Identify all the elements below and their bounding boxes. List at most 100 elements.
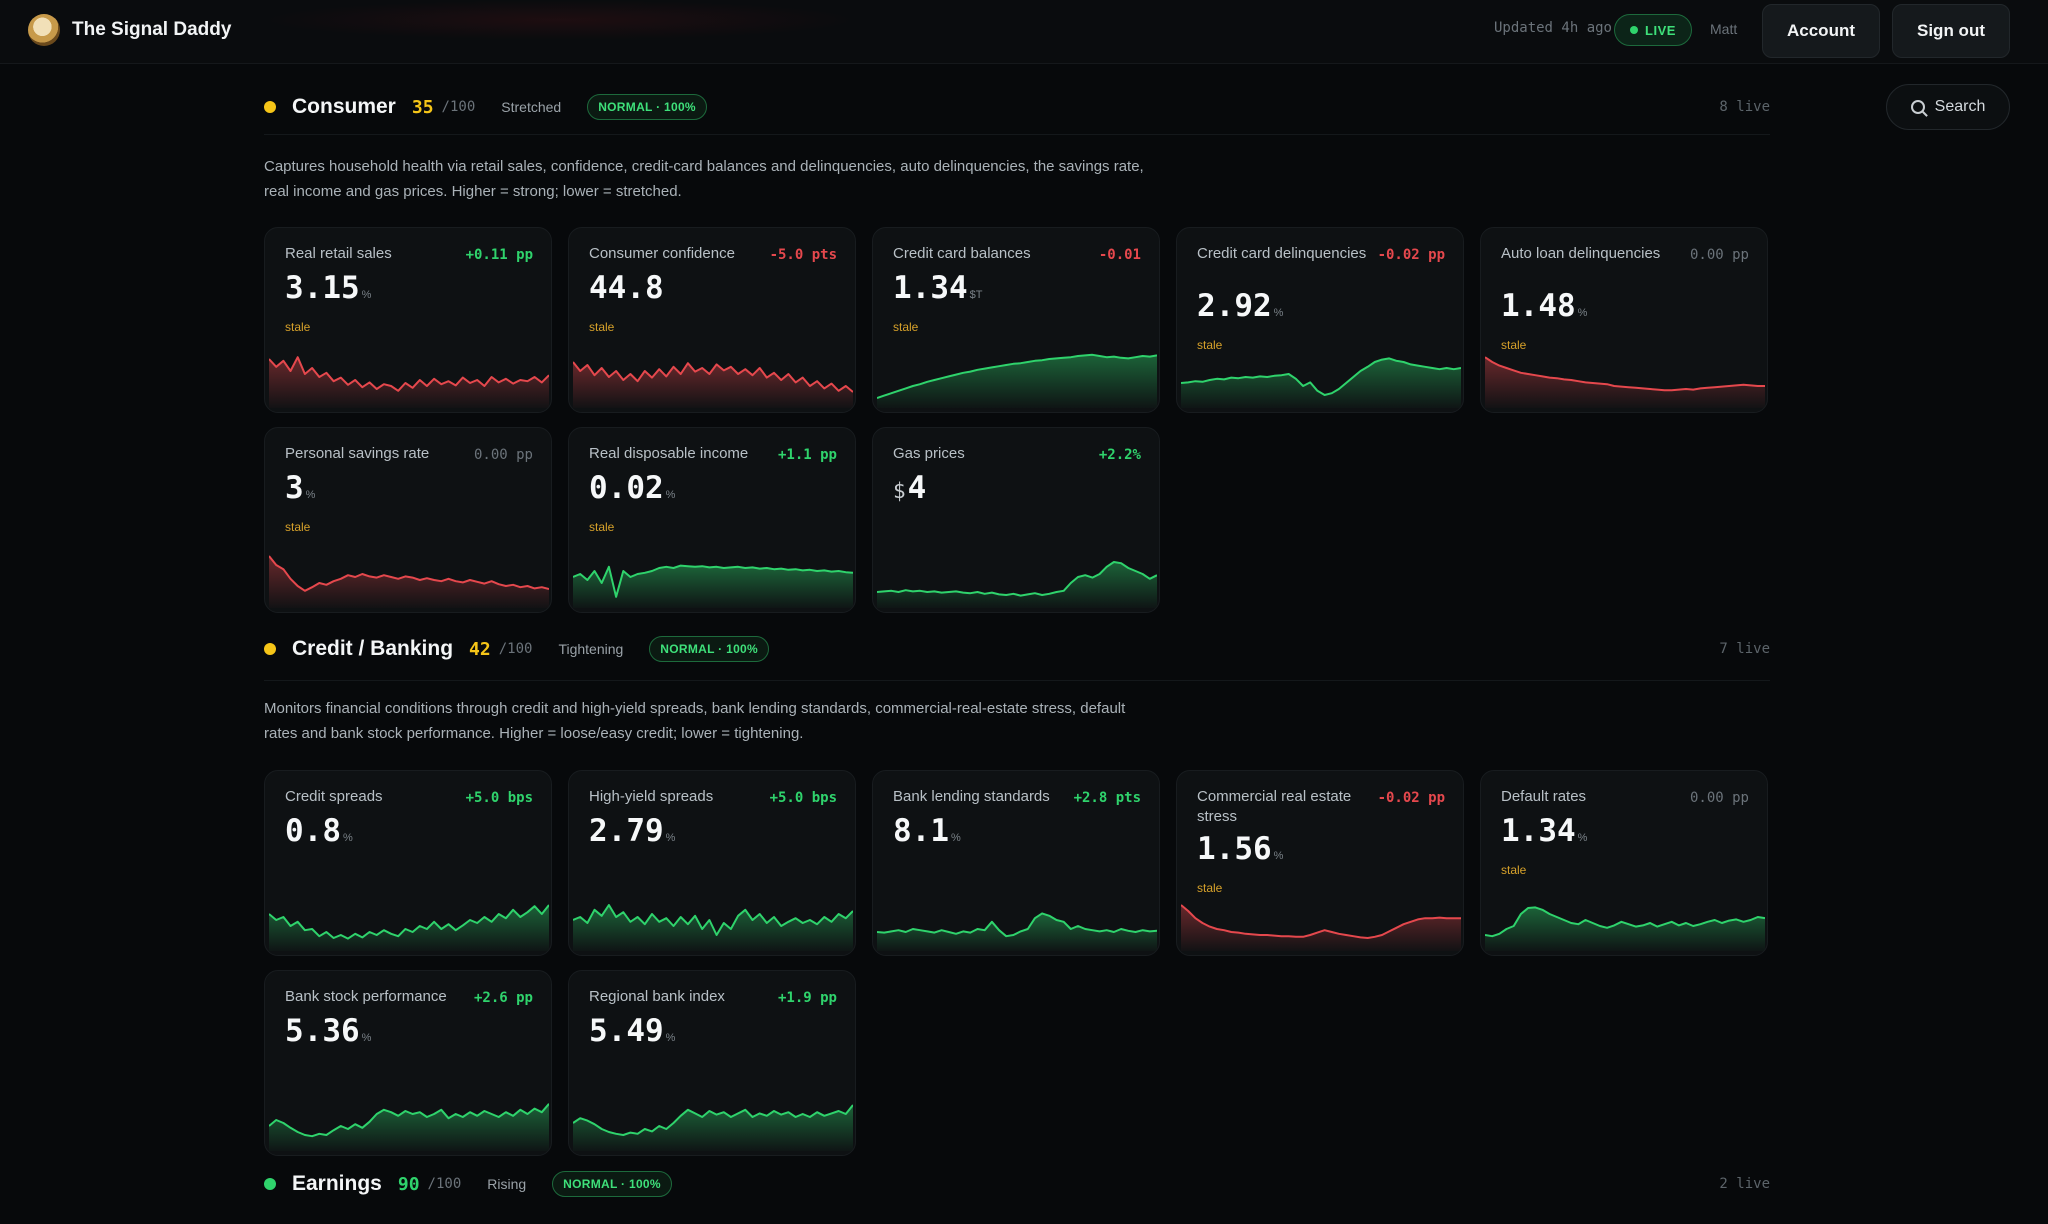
sparkline-area <box>269 1103 549 1151</box>
card-value: 5.49 <box>589 1013 664 1049</box>
sparkline-area <box>877 913 1157 951</box>
card-value-row: 8.1% <box>893 813 961 849</box>
card-value-row: 3.15% <box>285 270 371 306</box>
sparkline-chart <box>269 904 549 951</box>
stale-label: stale <box>893 320 919 334</box>
card-delta: +5.0 bps <box>465 790 533 806</box>
card-title: Bank stock performance <box>285 988 447 1005</box>
status-dot-icon <box>264 643 276 655</box>
brand-name: The Signal Daddy <box>72 19 232 40</box>
sparkline-chart <box>1181 904 1461 951</box>
header-glow <box>260 0 860 40</box>
section-divider <box>264 134 1770 135</box>
card-value-row: 3% <box>285 470 315 506</box>
card-value-row: 1.34% <box>1501 813 1587 849</box>
card-value-row: 44.8 <box>589 270 664 306</box>
stale-label: stale <box>1501 338 1527 352</box>
sparkline-chart <box>877 561 1157 608</box>
sparkline-line <box>269 555 549 592</box>
sparkline-area <box>269 556 549 608</box>
status-badge: NORMAL · 100% <box>587 94 707 120</box>
search-icon <box>1910 100 1925 114</box>
indicator-card[interactable]: Credit card balances -0.01 1.34 $T stale <box>872 227 1160 413</box>
indicator-card[interactable]: Consumer confidence -5.0 pts 44.8 stale <box>568 227 856 413</box>
sparkline-line <box>1485 356 1765 392</box>
sparkline-chart <box>1485 906 1765 951</box>
brand[interactable]: The Signal Daddy <box>28 12 231 48</box>
card-value-row: $4 <box>893 470 926 506</box>
stale-label: stale <box>1197 338 1223 352</box>
account-button[interactable]: Account <box>1762 4 1880 58</box>
sparkline-chart <box>1181 357 1461 408</box>
card-delta: +5.0 bps <box>769 790 837 806</box>
section-live-count: 2 live <box>1719 1176 1770 1192</box>
indicator-card[interactable]: Commercial real estate stress -0.02 pp 1.5… <box>1176 770 1464 956</box>
indicator-card[interactable]: Bank stock performance +2.6 pp 5.36% <box>264 970 552 1156</box>
sparkline-area <box>877 562 1157 608</box>
card-value: 0.02 <box>589 470 664 506</box>
card-title: Gas prices <box>893 445 965 462</box>
card-unit: % <box>665 832 676 844</box>
sparkline-area <box>269 357 549 408</box>
status-badge: NORMAL · 100% <box>552 1171 672 1197</box>
card-delta: -5.0 pts <box>769 247 837 263</box>
sparkline-area <box>573 362 853 408</box>
search-button[interactable]: Search <box>1886 84 2010 130</box>
card-delta: 0.00 pp <box>1689 790 1749 806</box>
card-value: 1.48 <box>1501 288 1576 324</box>
sparkline-line <box>877 353 1157 399</box>
status-badge: NORMAL · 100% <box>649 636 769 662</box>
sparkline-line <box>573 564 853 598</box>
card-value: 5.36 <box>285 1013 360 1049</box>
card-value: 3.15 <box>285 270 360 306</box>
section-title: Consumer <box>292 95 396 118</box>
card-unit: % <box>343 832 353 844</box>
card-value: 2.79 <box>589 813 664 849</box>
user-name: Matt <box>1710 21 1738 37</box>
card-value: 8.1 <box>893 813 949 849</box>
sparkline-area <box>573 1105 853 1151</box>
top-bar: The Signal Daddy Updated 4h ago LIVE Mat… <box>0 0 2048 64</box>
card-value-prefix: $ <box>893 479 906 503</box>
stale-label: stale <box>285 320 311 334</box>
card-delta: -0.02 pp <box>1377 247 1445 263</box>
card-title: Consumer confidence <box>589 245 735 262</box>
section-header-consumer: Consumer 35 /100 Stretched NORMAL · 100%… <box>264 87 1770 127</box>
card-title: Credit spreads <box>285 788 383 805</box>
indicator-card[interactable]: High-yield spreads +5.0 bps 2.79% <box>568 770 856 956</box>
status-dot-icon <box>264 1178 276 1190</box>
sparkline-chart <box>269 555 549 608</box>
updated-timestamp: Updated 4h ago <box>1493 20 1612 36</box>
indicator-card[interactable]: Real disposable income +1.1 pp 0.02% stale <box>568 427 856 613</box>
section-live-count: 8 live <box>1719 99 1770 115</box>
sparkline-area <box>1181 358 1461 408</box>
card-delta: +1.1 pp <box>777 447 837 463</box>
indicator-card[interactable]: Real retail sales +0.11 pp 3.15% stale <box>264 227 552 413</box>
section-title: Earnings <box>292 1172 382 1195</box>
indicator-card[interactable]: Gas prices +2.2% $4 <box>872 427 1160 613</box>
sparkline-line <box>877 561 1157 597</box>
indicator-card[interactable]: Personal savings rate 0.00 pp 3% stale <box>264 427 552 613</box>
indicator-card[interactable]: Credit spreads +5.0 bps 0.8% <box>264 770 552 956</box>
indicator-card[interactable]: Auto loan delinquencies 0.00 pp 1.48% stale <box>1480 227 1768 413</box>
card-unit: % <box>951 832 961 844</box>
section-state: Tightening <box>558 641 624 657</box>
sparkline-chart <box>269 1103 549 1151</box>
indicator-card[interactable]: Bank lending standards +2.8 pts 8.1% <box>872 770 1160 956</box>
card-value: 0.8 <box>285 813 341 849</box>
indicator-card[interactable]: Default rates 0.00 pp 1.34% stale <box>1480 770 1768 956</box>
indicator-card[interactable]: Regional bank index +1.9 pp 5.49% <box>568 970 856 1156</box>
section-live-count: 7 live <box>1719 641 1770 657</box>
search-label: Search <box>1934 98 1986 115</box>
sign-out-button[interactable]: Sign out <box>1892 4 2010 58</box>
sparkline-chart <box>573 361 853 408</box>
card-title: Regional bank index <box>589 988 725 1005</box>
card-unit: $T <box>969 289 983 301</box>
card-value-row: 2.79% <box>589 813 675 849</box>
card-title: Bank lending standards <box>893 788 1050 805</box>
sparkline-chart <box>1485 356 1765 408</box>
indicator-card[interactable]: Credit card delinquencies -0.02 pp 2.92% st… <box>1176 227 1464 413</box>
card-unit: % <box>1577 307 1588 319</box>
card-value-row: 5.36% <box>285 1013 371 1049</box>
sparkline-chart <box>573 904 853 951</box>
